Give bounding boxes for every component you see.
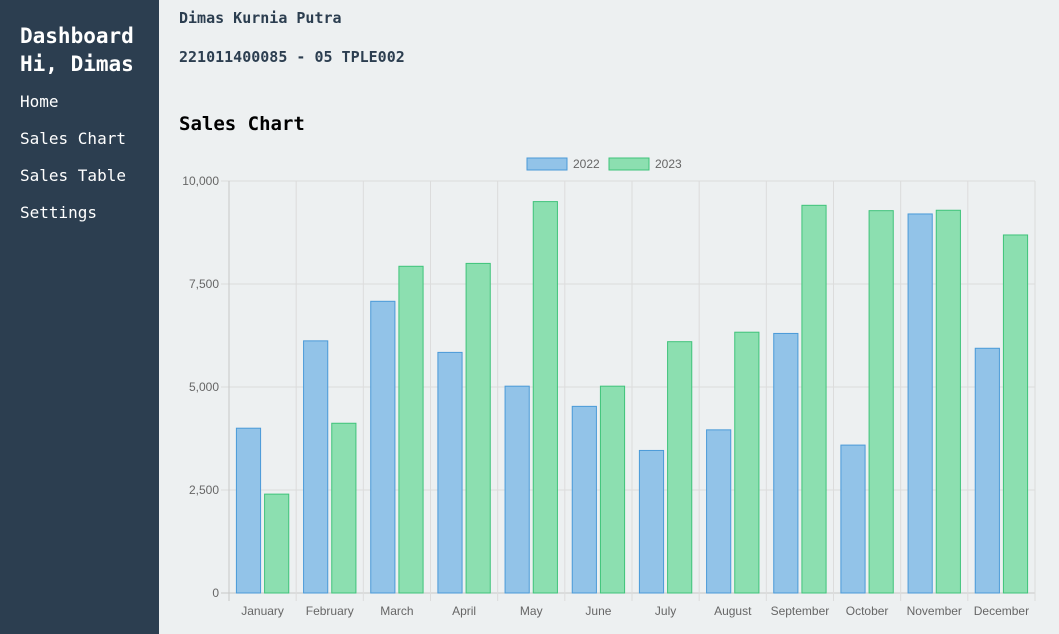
x-tick-label: December bbox=[974, 604, 1029, 618]
legend-label-2022: 2022 bbox=[573, 157, 600, 171]
legend-swatch-2022 bbox=[526, 157, 568, 171]
y-tick-label: 5,000 bbox=[189, 380, 219, 394]
x-tick-label: June bbox=[585, 604, 611, 618]
bar-2022-may bbox=[504, 385, 530, 594]
sidebar-nav: Home Sales Chart Sales Table Settings bbox=[20, 92, 159, 223]
main-content: Dimas Kurnia Putra 221011400085 - 05 TPL… bbox=[159, 0, 1059, 634]
bar-2022-october bbox=[840, 444, 866, 594]
bar-2023-december bbox=[1002, 234, 1029, 594]
sidebar-item-settings[interactable]: Settings bbox=[20, 203, 98, 222]
x-tick-label: November bbox=[907, 604, 962, 618]
bar-2023-january bbox=[264, 493, 290, 594]
bar-2023-march bbox=[398, 265, 424, 594]
chart-legend: 2022 2023 bbox=[526, 157, 682, 171]
sidebar-title-greeting: Hi, Dimas bbox=[20, 52, 134, 76]
sidebar-title: Dashboard Hi, Dimas bbox=[20, 22, 159, 78]
chart-bars bbox=[235, 201, 1029, 594]
legend-swatch-2023 bbox=[608, 157, 650, 171]
bar-2023-june bbox=[599, 385, 626, 594]
sidebar-item-sales-chart[interactable]: Sales Chart bbox=[20, 129, 126, 148]
sidebar: Dashboard Hi, Dimas Home Sales Chart Sal… bbox=[0, 0, 159, 634]
bar-2023-november bbox=[935, 209, 961, 594]
x-tick-label: May bbox=[520, 604, 543, 618]
chart-grid bbox=[221, 180, 1036, 601]
sidebar-item-sales-table[interactable]: Sales Table bbox=[20, 166, 126, 185]
sidebar-title-dashboard: Dashboard bbox=[20, 24, 134, 48]
bar-2022-march bbox=[370, 300, 396, 594]
page-title: Sales Chart bbox=[179, 113, 305, 135]
sales-bar-chart: 2022 2023 0 2,500 5,000 7,500 10,000 January Fe… bbox=[182, 157, 1036, 618]
bar-2023-september bbox=[801, 204, 827, 594]
bar-2022-april bbox=[437, 351, 463, 594]
x-tick-label: July bbox=[655, 604, 676, 618]
x-tick-label: August bbox=[714, 604, 752, 618]
bar-2022-february bbox=[303, 340, 329, 594]
x-tick-label: February bbox=[306, 604, 354, 618]
bar-2023-may bbox=[532, 201, 558, 594]
student-id-class: 221011400085 - 05 TPLE002 bbox=[179, 48, 405, 66]
x-tick-label: April bbox=[452, 604, 476, 618]
y-tick-label: 0 bbox=[212, 586, 219, 600]
bar-2023-february bbox=[331, 422, 357, 594]
x-tick-label: October bbox=[846, 604, 889, 618]
bar-2022-december bbox=[974, 347, 1000, 594]
bar-2022-november bbox=[907, 213, 933, 594]
y-tick-label: 7,500 bbox=[189, 277, 219, 291]
y-tick-label: 2,500 bbox=[189, 483, 219, 497]
bar-2023-august bbox=[734, 331, 760, 594]
sidebar-item-home[interactable]: Home bbox=[20, 92, 59, 111]
bar-2023-october bbox=[868, 210, 894, 594]
bar-2022-september bbox=[773, 332, 799, 594]
x-tick-label: January bbox=[241, 604, 284, 618]
bar-2022-june bbox=[571, 405, 597, 594]
bar-2022-january bbox=[235, 427, 262, 594]
bar-2023-july bbox=[667, 341, 693, 594]
bar-2022-august bbox=[706, 429, 732, 594]
y-tick-label: 10,000 bbox=[182, 174, 219, 188]
student-name: Dimas Kurnia Putra bbox=[179, 9, 342, 27]
x-tick-label: March bbox=[380, 604, 413, 618]
chart-axis-labels: 0 2,500 5,000 7,500 10,000 January February Mar… bbox=[182, 174, 1029, 618]
legend-label-2023: 2023 bbox=[655, 157, 682, 171]
bar-2023-april bbox=[465, 262, 491, 594]
bar-2022-july bbox=[638, 449, 665, 594]
x-tick-label: September bbox=[771, 604, 830, 618]
